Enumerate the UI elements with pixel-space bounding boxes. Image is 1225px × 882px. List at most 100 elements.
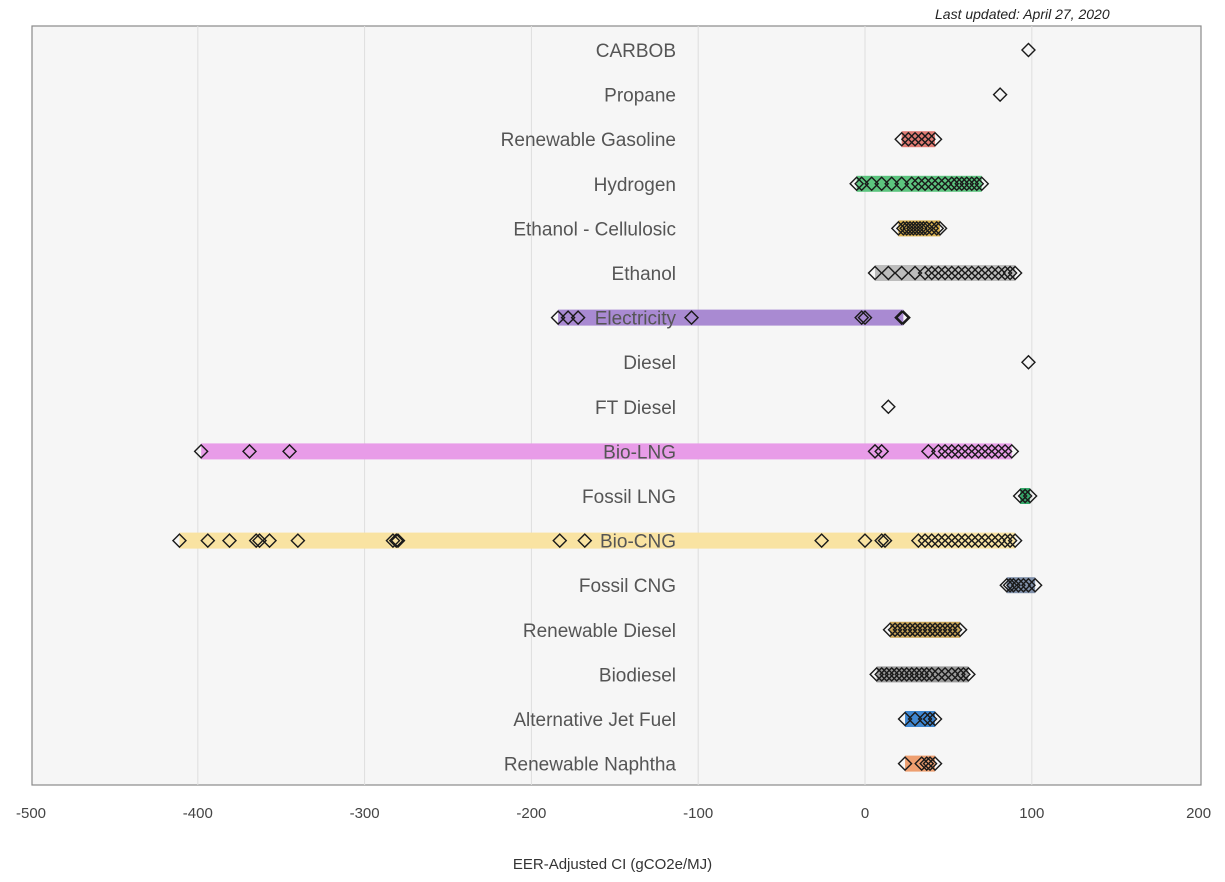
range-bar — [558, 309, 904, 326]
data-point-diamond — [964, 533, 980, 549]
data-point-diamond — [1020, 577, 1036, 593]
category-label: Bio-LNG — [603, 442, 676, 463]
data-point-diamond — [917, 711, 933, 727]
data-point-diamond — [897, 711, 913, 727]
data-point-diamond — [1022, 488, 1038, 504]
data-point-diamond — [944, 443, 960, 459]
data-point-diamond — [857, 533, 873, 549]
data-point-diamond — [949, 176, 965, 192]
data-point-diamond — [984, 443, 1000, 459]
data-point-diamond — [550, 310, 566, 326]
data-point-diamond — [960, 666, 976, 682]
data-point-diamond — [952, 622, 968, 638]
data-point-diamond — [1004, 443, 1020, 459]
category-label: Electricity — [595, 309, 677, 330]
category-label: FT Diesel — [595, 398, 676, 419]
data-point-diamond — [874, 176, 890, 192]
data-point-diamond — [947, 622, 963, 638]
data-point-diamond — [880, 399, 896, 415]
data-point-diamond — [922, 711, 938, 727]
data-point-diamond — [1017, 488, 1033, 504]
data-point-diamond — [874, 666, 890, 682]
range-bar — [1006, 577, 1036, 594]
x-tick-label: 100 — [1019, 805, 1044, 822]
data-point-diamond — [814, 533, 830, 549]
data-point-diamond — [884, 666, 900, 682]
data-point-diamond — [950, 265, 966, 281]
x-tick-label: -200 — [516, 805, 546, 822]
data-point-diamond — [927, 622, 943, 638]
data-point-diamond — [1010, 577, 1026, 593]
data-point-diamond — [917, 265, 933, 281]
data-point-diamond — [904, 176, 920, 192]
data-point-diamond — [924, 533, 940, 549]
data-point-diamond — [907, 711, 923, 727]
data-point-diamond — [954, 176, 970, 192]
data-point-diamond — [997, 265, 1013, 281]
data-point-diamond — [904, 666, 920, 682]
data-point-diamond — [897, 622, 913, 638]
data-point-diamond — [930, 666, 946, 682]
x-tick-label: -100 — [683, 805, 713, 822]
data-point-diamond — [984, 265, 1000, 281]
category-label: Renewable Diesel — [523, 621, 676, 642]
category-label: Biodiesel — [599, 665, 676, 686]
data-point-diamond — [882, 622, 898, 638]
data-point-diamond — [1012, 488, 1028, 504]
data-point-diamond — [171, 533, 187, 549]
data-point-diamond — [930, 443, 946, 459]
data-point-diamond — [560, 310, 576, 326]
data-point-diamond — [999, 577, 1015, 593]
data-point-diamond — [917, 176, 933, 192]
data-point-diamond — [977, 443, 993, 459]
range-bar — [179, 532, 1016, 549]
data-point-diamond — [880, 265, 896, 281]
data-point-diamond — [914, 666, 930, 682]
data-point-diamond — [248, 533, 264, 549]
data-point-diamond — [577, 533, 593, 549]
data-point-diamond — [997, 443, 1013, 459]
x-tick-label: -400 — [183, 805, 213, 822]
data-point-diamond — [894, 265, 910, 281]
data-point-diamond — [684, 310, 700, 326]
data-point-diamond — [950, 666, 966, 682]
data-point-diamond — [907, 622, 923, 638]
data-point-diamond — [1020, 42, 1036, 58]
last-updated-note: Last updated: April 27, 2020 — [935, 6, 1110, 22]
data-point-diamond — [909, 220, 925, 236]
data-point-diamond — [879, 666, 895, 682]
data-point-diamond — [884, 176, 900, 192]
data-point-diamond — [874, 443, 890, 459]
data-point-diamond — [932, 220, 948, 236]
data-point-diamond — [957, 443, 973, 459]
data-point-diamond — [959, 176, 975, 192]
data-point-diamond — [909, 666, 925, 682]
data-point-diamond — [932, 622, 948, 638]
data-point-diamond — [969, 176, 985, 192]
category-label: CARBOB — [596, 41, 676, 62]
data-point-diamond — [1020, 354, 1036, 370]
data-point-diamond — [894, 310, 910, 326]
data-point-diamond — [937, 265, 953, 281]
data-point-diamond — [990, 265, 1006, 281]
category-label: Ethanol — [612, 264, 676, 285]
data-point-diamond — [914, 131, 930, 147]
category-label: Alternative Jet Fuel — [513, 710, 676, 731]
data-point-diamond — [944, 666, 960, 682]
data-point-diamond — [910, 533, 926, 549]
data-point-diamond — [910, 176, 926, 192]
data-point-diamond — [222, 533, 237, 549]
data-point-diamond — [897, 756, 913, 772]
data-point-diamond — [930, 176, 946, 192]
data-point-diamond — [944, 176, 960, 192]
data-point-diamond — [1005, 577, 1021, 593]
data-point-diamond — [869, 666, 885, 682]
data-point-diamond — [927, 711, 943, 727]
data-point-diamond — [1007, 533, 1023, 549]
data-point-diamond — [385, 533, 401, 549]
data-point-diamond — [970, 443, 986, 459]
data-point-diamond — [927, 756, 943, 772]
category-label: Renewable Naphtha — [504, 755, 677, 776]
data-point-diamond — [924, 265, 940, 281]
